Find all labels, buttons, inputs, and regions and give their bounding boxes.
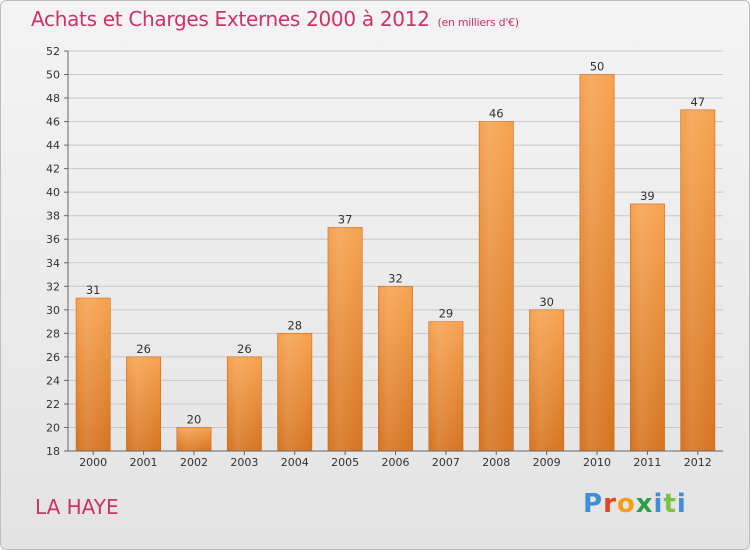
- y-tick-label: 38: [46, 210, 60, 223]
- x-tick-label: 2004: [281, 456, 309, 469]
- data-label: 32: [388, 271, 403, 285]
- bar-shine: [680, 109, 715, 451]
- bar-shine: [630, 203, 665, 451]
- y-tick-label: 30: [46, 304, 60, 317]
- bar-shine: [76, 298, 111, 451]
- bar-shine: [277, 333, 312, 451]
- y-tick-label: 24: [46, 374, 60, 387]
- data-label: 39: [640, 189, 655, 203]
- data-label: 26: [237, 342, 252, 356]
- axis-layer: 18 20 22 24 26 28 30 32 34 36 38 40 42 44 46 48 50 52 2000…: [46, 45, 723, 469]
- x-tick-label: 2003: [230, 456, 258, 469]
- bar-shine: [479, 121, 514, 452]
- x-tick-label: 2007: [432, 456, 460, 469]
- bar-shine: [529, 309, 564, 451]
- y-tick-label: 18: [46, 445, 60, 458]
- x-tick-label: 2002: [180, 456, 208, 469]
- x-tick-label: 2009: [533, 456, 561, 469]
- y-tick-label: 42: [46, 163, 60, 176]
- data-label: 29: [439, 307, 454, 321]
- bar-shine: [126, 356, 161, 451]
- bar-layer: 31 26 20 26 28 37 32 29 46 30 50 39 47: [75, 60, 716, 452]
- data-label: 26: [136, 342, 151, 356]
- proxiti-logo[interactable]: Proxiti: [583, 489, 687, 519]
- bar-shine: [428, 321, 464, 451]
- chart-unit: (en milliers d'€): [437, 16, 519, 29]
- bar-shine: [579, 74, 615, 451]
- x-tick-label: 2010: [583, 456, 611, 469]
- x-tick-label: 2012: [684, 456, 712, 469]
- chart-title: Achats et Charges Externes 2000 à 2012 (e…: [31, 7, 519, 31]
- x-tick-label: 2006: [382, 456, 410, 469]
- y-tick-label: 32: [46, 280, 60, 293]
- data-label: 31: [86, 283, 101, 297]
- y-tick-label: 40: [46, 186, 60, 199]
- y-tick-label: 22: [46, 398, 60, 411]
- y-tick-label: 44: [46, 139, 60, 152]
- x-tick-label: 2000: [79, 456, 107, 469]
- bar-shine: [327, 227, 363, 451]
- y-tick-label: 28: [46, 327, 60, 340]
- data-label: 20: [187, 412, 202, 426]
- y-tick-label: 46: [46, 116, 60, 129]
- x-tick-label: 2001: [130, 456, 158, 469]
- y-tick-label: 48: [46, 92, 60, 105]
- data-label: 47: [690, 95, 705, 109]
- data-label: 50: [590, 60, 605, 74]
- data-label: 28: [287, 318, 302, 332]
- bar-shine: [176, 427, 212, 451]
- x-tick-label: 2011: [633, 456, 661, 469]
- bar-shine: [227, 356, 262, 451]
- data-label: 30: [539, 295, 554, 309]
- data-label: 46: [489, 107, 504, 121]
- chart-title-text: Achats et Charges Externes 2000 à 2012: [31, 7, 430, 31]
- y-tick-label: 34: [46, 257, 60, 270]
- y-tick-label: 50: [46, 69, 60, 82]
- commune-name: LA HAYE: [35, 495, 119, 519]
- data-label: 37: [338, 212, 353, 226]
- x-tick-label: 2008: [482, 456, 510, 469]
- y-tick-label: 36: [46, 233, 60, 246]
- bar-shine: [378, 286, 413, 451]
- y-tick-label: 20: [46, 421, 60, 434]
- y-tick-label: 52: [46, 45, 60, 58]
- x-tick-label: 2005: [331, 456, 359, 469]
- y-tick-label: 26: [46, 351, 60, 364]
